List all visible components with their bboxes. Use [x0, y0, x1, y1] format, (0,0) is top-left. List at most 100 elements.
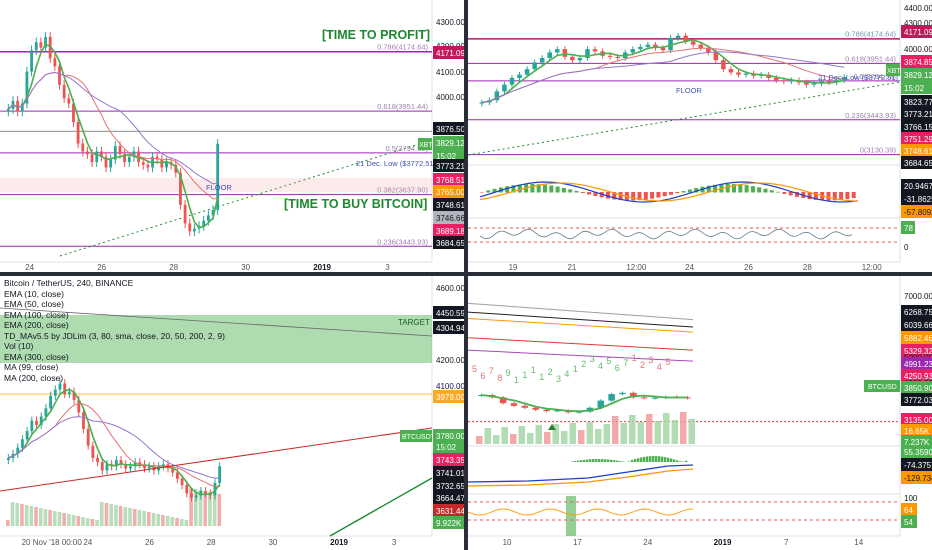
br-candle [630, 392, 637, 398]
price-axis-label: 4100.00 [436, 68, 464, 77]
price-axis-label: 3766.15 [904, 123, 932, 132]
time-axis-label: 12:00 [626, 263, 647, 272]
tl-candle [141, 162, 145, 165]
bl-candle [30, 420, 34, 432]
ema-10-line [7, 43, 219, 229]
indicator-legend-item[interactable]: EMA (100, close) [4, 309, 69, 320]
indicator-legend-item[interactable]: MA (200, close) [4, 372, 64, 383]
volume-bar [156, 514, 160, 526]
volume-bar [612, 416, 619, 444]
osc-axis-label: -31.8625 [904, 195, 932, 204]
tl-candle [58, 66, 61, 85]
osc-histogram-bar [643, 456, 646, 462]
time-axis-label: 14 [854, 538, 863, 547]
tr-candle [607, 55, 613, 57]
bl-candle [53, 389, 57, 396]
br-candle [532, 407, 539, 410]
chart-panel-bottom-left[interactable]: TARGETBTCUSDT4600.004500.004450.594304.9… [0, 276, 464, 550]
price-axis-label: 3876.50 [436, 125, 464, 134]
volume-bar [671, 420, 678, 444]
tr-candle [555, 49, 560, 53]
osc-histogram-bar [667, 457, 670, 462]
osc-histogram-bar [685, 460, 688, 462]
volume-bar [128, 508, 132, 526]
rsi-axis-label: 64 [904, 506, 913, 515]
ema-200-line [0, 307, 433, 337]
time-axis-label: 12:00 [862, 263, 883, 272]
indicator-legend-item[interactable]: EMA (50, close) [4, 299, 64, 309]
time-axis-label: 17 [573, 538, 582, 547]
price-axis-label-bg [433, 504, 464, 517]
osc-histogram-bar [643, 192, 648, 200]
volume-bar [217, 494, 222, 526]
osc-histogram-bar [713, 184, 718, 193]
volume-bar [175, 518, 179, 526]
bl-candle [39, 416, 43, 425]
rsi-line [468, 508, 694, 516]
price-axis-label: 4300.00 [904, 19, 932, 28]
bl-candle [194, 495, 198, 498]
buy-signal-arrow-icon [548, 424, 556, 430]
time-axis-label: 24 [83, 538, 92, 547]
osc-signal-line [479, 182, 859, 202]
osc-histogram-bar [607, 459, 610, 462]
osc-histogram-bar [511, 185, 516, 193]
osc-histogram-bar [744, 185, 749, 193]
tr-candle [615, 56, 620, 58]
time-axis-label: 3 [392, 538, 397, 547]
indicator-legend-item[interactable]: EMA (10, close) [4, 288, 64, 299]
rsi-axis-label: 54 [904, 518, 913, 527]
chart-panel-bottom-right[interactable]: 5 6 7 8 9 1 1 1 1 2 3 4 1 2 3 4 5 6 7 1 2 3 4 5 BTCUSD 7000.00 626… [468, 276, 932, 550]
br-candle [651, 397, 659, 399]
volume-bar [43, 509, 48, 526]
td-count-number: 1 [522, 370, 527, 380]
price-axis-label: 3732.65 [436, 482, 464, 491]
osc-histogram-bar [788, 192, 793, 196]
price-axis-label-bg [433, 198, 464, 211]
price-axis-label: 3664.47 [436, 494, 464, 503]
indicator-legend-item[interactable]: Vol (10) [4, 341, 34, 351]
indicator-legend-item[interactable]: MA (99, close) [4, 362, 59, 372]
volume-bar [81, 517, 85, 526]
price-axis-label: 16.65K [904, 427, 930, 436]
volume-bar [212, 493, 217, 526]
price-axis-label-bg [433, 173, 464, 186]
bl-candle [77, 400, 81, 413]
volume-bar [688, 419, 695, 444]
price-axis-label-bg [433, 453, 464, 466]
price-axis-label-bg [433, 46, 464, 59]
time-axis-label: 2019 [330, 538, 348, 547]
price-axis-label-bg [901, 132, 932, 145]
volume-bar [142, 511, 146, 526]
price-axis-label-bg [433, 149, 464, 162]
osc-histogram-bar [517, 184, 522, 193]
br-candle [554, 410, 561, 412]
trend-line-dotted [468, 81, 901, 156]
target-label: TARGET [398, 318, 430, 327]
bl-candle [21, 439, 24, 448]
indicator-legend-item[interactable]: EMA (300, close) [4, 351, 69, 362]
time-axis-label: 20 Nov '18 00:00 [22, 538, 83, 547]
volume-bar [95, 520, 99, 526]
chart-panel-top-right[interactable]: 0.786(4174.64) 0.618(3951.44) 0.5(3794.59)… [468, 0, 932, 272]
osc-histogram-bar [606, 192, 610, 199]
price-axis-label: 3773.21 [436, 162, 464, 171]
chart-panel-top-left[interactable]: 0.786(4174.64) 0.618(3951.44) 0.5(3794.59)… [0, 0, 464, 272]
indicator-legend-item[interactable]: TD_MAv5.5 by JDLim (3, 80, sma, close, 2… [4, 330, 225, 341]
indicator-legend-item[interactable]: EMA (200, close) [4, 320, 69, 330]
fib-label: 0.618(3951.44) [845, 54, 896, 63]
osc-histogram-bar [795, 192, 799, 197]
bl-candle [25, 431, 29, 440]
tl-candle [34, 42, 38, 51]
price-axis-label-bg [901, 381, 932, 394]
osc-histogram-bar [580, 192, 585, 193]
bl-candle [100, 462, 104, 471]
divider-horizontal [0, 272, 932, 276]
tr-candle [804, 82, 809, 85]
tr-candle [698, 44, 704, 48]
bl-candle [114, 460, 118, 467]
time-axis-label: 24 [685, 263, 694, 272]
osc-histogram-bar [807, 192, 812, 200]
ma-line [468, 317, 694, 333]
tr-candle [577, 58, 583, 61]
